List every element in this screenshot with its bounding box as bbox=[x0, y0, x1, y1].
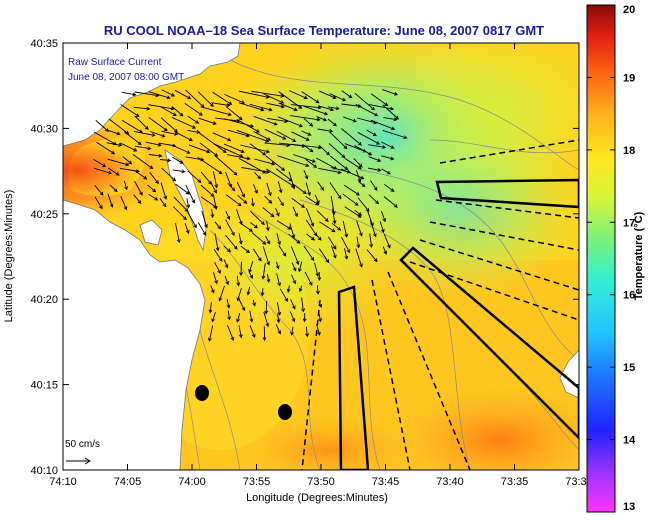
legend-line-2: June 08, 2007 08:00 GMT bbox=[68, 72, 184, 83]
colorbar-tick-label: 15 bbox=[623, 362, 635, 374]
y-tick-label: 40:30 bbox=[30, 123, 58, 135]
x-tick-label: 73:55 bbox=[243, 476, 271, 488]
x-tick-label: 74:00 bbox=[178, 476, 206, 488]
x-axis-label: Longitude (Degrees:Minutes) bbox=[246, 492, 388, 504]
x-tick-label: 73:35 bbox=[501, 476, 529, 488]
y-tick-label: 40:20 bbox=[30, 294, 58, 306]
colorbar bbox=[587, 5, 615, 512]
colorbar-tick-label: 13 bbox=[623, 501, 635, 513]
y-axis-label: Latitude (Degrees:Minutes) bbox=[3, 190, 15, 323]
current-arrow bbox=[266, 301, 267, 314]
y-tick-label: 40:15 bbox=[30, 380, 58, 392]
x-tick-label: 73:50 bbox=[307, 476, 335, 488]
colorbar-tick-label: 18 bbox=[623, 145, 635, 157]
y-tick-label: 40:35 bbox=[30, 38, 58, 50]
x-tick-label: 74:05 bbox=[114, 476, 142, 488]
x-tick-label: 74:10 bbox=[49, 476, 77, 488]
colorbar-tick-label: 14 bbox=[623, 435, 636, 447]
y-tick-label: 40:25 bbox=[30, 209, 58, 221]
y-tick-label: 40:10 bbox=[30, 465, 58, 477]
x-tick-label: 73:40 bbox=[436, 476, 464, 488]
figure-title: RU COOL NOAA–18 Sea Surface Temperature:… bbox=[104, 23, 544, 38]
colorbar-tick-label: 19 bbox=[623, 72, 635, 84]
map-area: Raw Surface Current June 08, 2007 08:00 … bbox=[10, 30, 610, 495]
legend-line-1: Raw Surface Current bbox=[68, 57, 162, 68]
scale-label: 50 cm/s bbox=[65, 439, 100, 450]
x-tick-label: 73:45 bbox=[372, 476, 400, 488]
colorbar-tick-label: 20 bbox=[623, 4, 635, 16]
buoy-marker bbox=[195, 385, 209, 401]
colorbar-label: Temperature (°C) bbox=[633, 211, 645, 300]
buoy-marker bbox=[278, 404, 292, 420]
